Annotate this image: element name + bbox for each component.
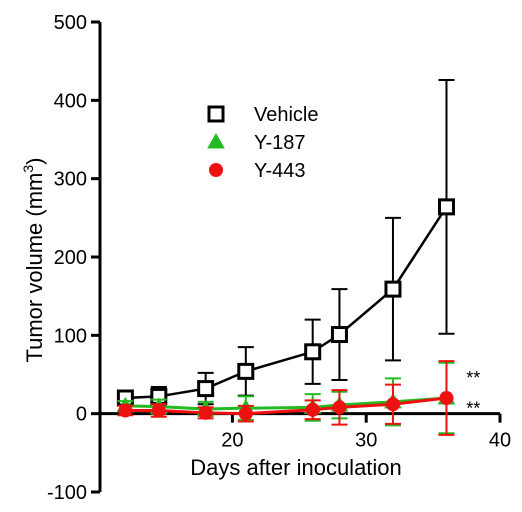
legend-marker (207, 105, 225, 123)
data-point (238, 406, 253, 421)
legend-label: Y-443 (254, 160, 306, 182)
y-tick-label: 400 (54, 90, 87, 112)
data-point (237, 362, 255, 380)
series-vehicle (116, 78, 455, 407)
y-tick-label: -100 (47, 482, 87, 504)
y-axis-label: Tumor volume (mm3) (20, 158, 47, 363)
legend: Vehicle Y-187 Y-443 (207, 104, 319, 182)
series-y-187 (116, 361, 456, 435)
legend-marker (209, 163, 223, 177)
data-point (330, 326, 348, 344)
y-axis-label-close: ) (22, 158, 47, 165)
plot-area: ** ** (116, 78, 480, 436)
data-point (437, 198, 455, 216)
data-point (332, 400, 347, 415)
data-point (384, 280, 402, 298)
y-tick-label: 500 (54, 12, 87, 34)
x-axis-label: Days after inoculation (190, 455, 402, 480)
y-axis-label-main: Tumor volume (mm (22, 173, 47, 363)
legend-item-y-443: Y-443 (209, 160, 306, 182)
data-point (151, 403, 166, 418)
x-tick-label: 40 (489, 430, 511, 452)
significance-annotation: ** (466, 398, 480, 418)
series-line (125, 396, 447, 416)
series-line (125, 396, 447, 411)
data-point (198, 405, 213, 420)
series-y-443 (117, 360, 455, 436)
legend-label: Y-187 (254, 132, 306, 154)
data-point (197, 380, 215, 398)
data-point (118, 403, 133, 418)
y-tick-label: 200 (54, 247, 87, 269)
y-tick-label: 100 (54, 325, 87, 347)
legend-marker (207, 132, 225, 149)
legend-item-y-187: Y-187 (207, 132, 306, 154)
y-axis-label-superscript: 3 (20, 165, 36, 173)
legend-label: Vehicle (254, 104, 319, 126)
data-point (385, 397, 400, 412)
x-tick-label: 30 (355, 430, 377, 452)
data-point (304, 343, 322, 361)
data-point (305, 402, 320, 417)
y-tick-label: 0 (76, 404, 87, 426)
y-tick-label: 300 (54, 169, 87, 191)
legend-item-vehicle: Vehicle (207, 104, 319, 126)
axes: -100 0 100 200 300 400 500 20 30 40 (47, 12, 511, 504)
series-line (125, 206, 448, 400)
significance-annotation: ** (466, 368, 480, 388)
data-point (439, 391, 454, 405)
x-tick-label: 20 (221, 430, 243, 452)
